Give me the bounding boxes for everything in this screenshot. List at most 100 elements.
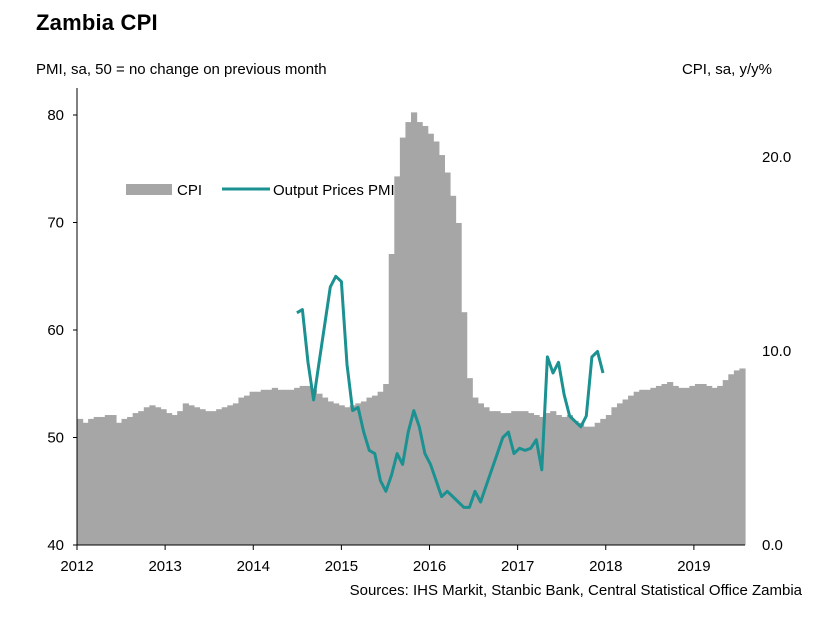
cpi-bar <box>628 395 635 545</box>
left-axis-label: PMI, sa, 50 = no change on previous mont… <box>36 61 327 78</box>
cpi-bar <box>639 389 646 545</box>
cpi-bar <box>221 407 228 545</box>
cpi-bar <box>483 407 490 545</box>
cpi-bar <box>505 413 512 545</box>
cpi-bar <box>572 420 579 545</box>
cpi-bar <box>583 426 590 545</box>
cpi-bar <box>494 411 501 545</box>
cpi-bar <box>422 125 429 546</box>
left-tick-label: 70 <box>47 215 64 232</box>
chart-title: Zambia CPI <box>36 10 158 35</box>
cpi-bar <box>500 413 507 545</box>
cpi-bar <box>182 403 189 545</box>
cpi-bar <box>438 155 445 545</box>
cpi-bar <box>154 407 162 545</box>
cpi-bar <box>355 403 362 545</box>
cpi-bar <box>600 418 607 545</box>
cpi-bar <box>566 415 574 545</box>
cpi-bar <box>232 403 240 545</box>
x-tick-label: 2016 <box>413 558 446 575</box>
legend-cpi-label: CPI <box>177 182 202 199</box>
cpi-bar <box>149 405 156 545</box>
right-tick-label: 20.0 <box>762 149 791 166</box>
cpi-bar <box>277 389 284 545</box>
cpi-bar <box>205 411 212 545</box>
x-tick-label: 2015 <box>325 558 358 575</box>
cpi-bar <box>177 411 184 545</box>
x-tick-label: 2019 <box>677 558 710 575</box>
cpi-bar <box>678 387 685 545</box>
cpi-bar <box>661 383 668 545</box>
cpi-bar <box>288 389 295 545</box>
legend-pmi-label: Output Prices PMI <box>273 182 395 199</box>
cpi-bar <box>522 411 529 545</box>
cpi-bar <box>316 393 323 545</box>
cpi-bar <box>594 422 601 545</box>
cpi-bar <box>210 411 217 545</box>
cpi-bar <box>143 407 150 545</box>
cpi-bar <box>733 370 741 545</box>
cpi-bar <box>244 395 251 545</box>
cpi-bar <box>411 112 418 545</box>
left-tick-label: 80 <box>47 107 64 124</box>
cpi-bar <box>160 409 167 545</box>
cpi-bar <box>310 389 317 545</box>
cpi-bar <box>227 405 234 545</box>
cpi-bar <box>455 222 462 545</box>
cpi-bar <box>333 403 340 545</box>
cpi-bar <box>672 385 679 545</box>
cpi-bar <box>110 415 117 545</box>
cpi-bar <box>399 137 407 545</box>
cpi-bar <box>360 401 368 545</box>
cpi-bar <box>299 385 306 545</box>
cpi-bar <box>88 418 95 545</box>
cpi-bar <box>349 405 356 545</box>
cpi-bar <box>550 411 557 545</box>
pmi-line <box>296 274 605 509</box>
cpi-bar <box>561 416 568 545</box>
cpi-bar <box>104 415 111 545</box>
cpi-bar <box>644 389 651 545</box>
cpi-bar <box>466 378 473 545</box>
cpi-bar <box>589 426 596 545</box>
cpi-bar <box>449 195 457 546</box>
cpi-bar <box>427 133 434 545</box>
right-axis-label: CPI, sa, y/y% <box>681 61 772 78</box>
cpi-bar <box>216 409 223 545</box>
x-tick-label: 2013 <box>148 558 181 575</box>
cpi-bar <box>655 385 663 545</box>
cpi-bar <box>282 389 290 545</box>
x-tick-label: 2012 <box>60 558 93 575</box>
cpi-bar <box>683 387 690 545</box>
cpi-bar <box>539 416 546 545</box>
cpi-bar <box>611 407 618 545</box>
cpi-bar <box>82 422 89 545</box>
cpi-bar <box>405 122 412 545</box>
cpi-bar <box>249 391 256 545</box>
cpi-bar <box>694 383 702 545</box>
cpi-bar <box>555 415 562 545</box>
cpi-bar <box>366 397 373 545</box>
x-tick-label: 2014 <box>237 558 270 575</box>
cpi-bar <box>516 411 523 545</box>
cpi-bar <box>689 385 696 545</box>
cpi-bar <box>711 387 718 545</box>
cpi-bar <box>383 383 390 545</box>
x-tick-label: 2018 <box>589 558 622 575</box>
cpi-bar <box>527 413 535 545</box>
left-tick-label: 40 <box>47 537 64 554</box>
cpi-bar <box>461 312 468 545</box>
cpi-bar <box>372 395 379 545</box>
cpi-bar <box>578 422 585 545</box>
cpi-bar <box>188 405 195 545</box>
cpi-bar <box>739 368 746 545</box>
cpi-bar <box>294 387 301 545</box>
source-note: Sources: IHS Markit, Stanbic Bank, Centr… <box>349 582 802 599</box>
cpi-bar <box>115 422 123 545</box>
cpi-bar <box>605 415 612 545</box>
cpi-bar <box>193 407 201 545</box>
cpi-bar <box>394 176 401 545</box>
cpi-bar <box>650 387 657 545</box>
cpi-bar <box>305 385 312 545</box>
